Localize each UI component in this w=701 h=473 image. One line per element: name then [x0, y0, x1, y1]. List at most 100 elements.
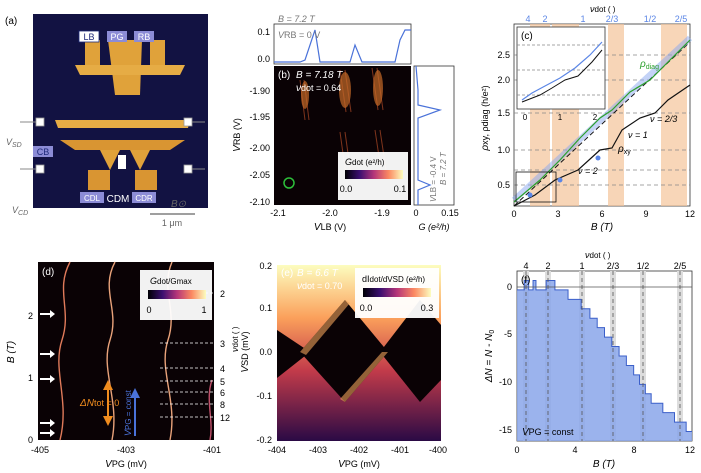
f-ytick-10: -10: [499, 377, 512, 387]
c-xtick-3: 3: [555, 209, 560, 219]
f-xtick-0: 0: [514, 445, 519, 455]
b-top-ytick-1: 0.1: [257, 27, 270, 37]
b-colorbar-tick-1: 0.1: [394, 184, 407, 194]
gate-label-lb: LB: [83, 32, 94, 42]
b-side-xlabel: G (e²/h): [418, 222, 449, 232]
d-nu-4: 4: [220, 364, 225, 374]
b-colorbar-title: Gdot (e²/h): [345, 157, 385, 167]
c-ylabel: ρxy, ρdiag (h/e²): [480, 85, 491, 151]
c-marker: [595, 155, 601, 161]
panel-b: B = 7.2 T VRB = 0 V 0.1 0.0 (b) B = 7.18…: [232, 14, 459, 233]
c-fit-band: [511, 35, 693, 203]
f-top-tick-2-5: 2/5: [674, 261, 687, 271]
b-colorbar: [345, 170, 403, 179]
d-orange-arrow: [103, 380, 113, 426]
d-colorbar-title: Gdot/Gmax: [150, 276, 192, 286]
c-top-tick-1: 1: [580, 14, 585, 24]
f-ytick-15: -15: [499, 425, 512, 435]
d-xtick-2: -401: [203, 445, 221, 455]
f-xtick-4: 4: [572, 445, 577, 455]
scale-bar-label: 1 μm: [162, 218, 182, 228]
f-top-tick-2: 2: [545, 261, 550, 271]
c-xtick-12: 12: [685, 209, 695, 219]
e-colorbar: [363, 288, 431, 297]
e-ytick-0: 0.2: [259, 261, 272, 271]
f-ytick-0: 0: [507, 282, 512, 292]
d-xlabel: VPG (mV): [105, 459, 147, 470]
c-label-nu1: ν = 1: [628, 130, 648, 140]
c-inset: [516, 26, 606, 110]
d-nu-8: 8: [220, 400, 225, 410]
d-const-label: VPG = const: [123, 389, 133, 436]
panel-c: (c) 0 1 2 ρdiag ν = 2/3 ν = 1 ρxy ν = 2 …: [480, 4, 695, 233]
panel-d: Gdot/Gmax 0 1 (d) ΔNtot = 0 VPG = const …: [6, 261, 240, 470]
c-label-rho-xy: ρxy: [617, 144, 631, 156]
f-top-tick-1: 1: [579, 261, 584, 271]
e-ytick-1: 0.1: [259, 303, 272, 313]
b-strip-B: B = 7.2 T: [278, 14, 316, 24]
c-top-tick-4: 4: [525, 14, 530, 24]
e-colorbar-title: dIdot/dVSD (e²/h): [362, 274, 425, 284]
b-ytick-3: -2.05: [249, 170, 270, 180]
b-side-xtick-0: 0: [413, 208, 418, 218]
b-top-trace: [274, 29, 411, 63]
b-side-note-V: VLB = -0.4 V: [429, 156, 438, 202]
b-xtick-0: -2.1: [270, 208, 286, 218]
d-colorbar: [148, 290, 206, 299]
c-top-tick-2: 2: [542, 14, 547, 24]
d-colorbar-tick-1: 1: [201, 305, 206, 315]
d-xtick-1: -403: [117, 445, 135, 455]
d-ytick-2: 2: [28, 311, 33, 321]
e-xtick-1: -403: [309, 445, 327, 455]
c-top-tick-1-2: 1/2: [644, 14, 657, 24]
e-colorbar-tick-0: 0.0: [360, 303, 373, 313]
c-top-tick-2-5: 2/5: [675, 14, 688, 24]
b-ytick-4: -2.10: [249, 197, 270, 207]
f-xtick-8: 8: [631, 445, 636, 455]
e-xtick-3: -401: [391, 445, 409, 455]
d-nu-5: 5: [220, 377, 225, 387]
b-ylabel: VRB (V): [232, 118, 243, 152]
c-rho-xy-line: [513, 84, 691, 207]
d-nu-2: 2: [220, 289, 225, 299]
gate-label-rb: RB: [138, 32, 151, 42]
d-nu-3: 3: [220, 339, 225, 349]
e-diamond-3: [380, 300, 441, 402]
b-ytick-1: -1.95: [249, 112, 270, 122]
c-inset-points: [521, 41, 603, 101]
d-right-title: νdot ( ): [230, 326, 240, 352]
b-strip-vrb: VRB = 0 V: [278, 30, 320, 40]
gate-label-cdl: CDL: [84, 194, 101, 203]
f-top-axis-title: νdot ( ): [585, 250, 611, 260]
d-nu-6: 6: [220, 388, 225, 398]
panel-f: (f) VPG = const νdot ( ) 4 2 1 2/3 1/2 2…: [484, 250, 695, 470]
f-top-tick-1-2: 1/2: [637, 261, 650, 271]
c-ytick-1: 1.0: [497, 145, 510, 155]
f-panel-label: (f): [521, 275, 530, 286]
b-xlabel: VLB (V): [314, 222, 346, 233]
f-ytick-5: -5: [504, 329, 512, 339]
c-ytick-0: 0.5: [497, 180, 510, 190]
b-side-strip: [413, 65, 455, 206]
b-panel-label: (b): [278, 70, 290, 81]
voltage-cd-label: VCD: [12, 205, 28, 217]
c-ytick-2: 1.5: [497, 108, 510, 118]
c-label-rho-diag: ρdiag: [639, 59, 659, 71]
c-inset-rho-xy: [521, 49, 603, 103]
panel-a-label: (a): [5, 16, 17, 27]
c-xtick-0: 0: [511, 209, 516, 219]
c-label-nu23: ν = 2/3: [650, 114, 677, 124]
e-xtick-4: -400: [429, 445, 447, 455]
e-title-nu: νdot = 0.70: [297, 281, 342, 292]
e-xtick-0: -404: [268, 445, 286, 455]
c-marker: [527, 192, 533, 198]
f-ylabel: ΔN = N - N0: [484, 330, 496, 384]
b-side-note-B: B = 7.2 T: [439, 151, 448, 185]
e-ytick-2: 0.0: [259, 347, 272, 357]
f-xlabel: B (T): [593, 459, 615, 470]
c-inset-xtick-0: 0: [523, 113, 528, 122]
b-side-xtick-1: 0.15: [441, 208, 459, 218]
d-blue-arrow: [130, 388, 140, 436]
e-diamond-1: [277, 330, 310, 378]
